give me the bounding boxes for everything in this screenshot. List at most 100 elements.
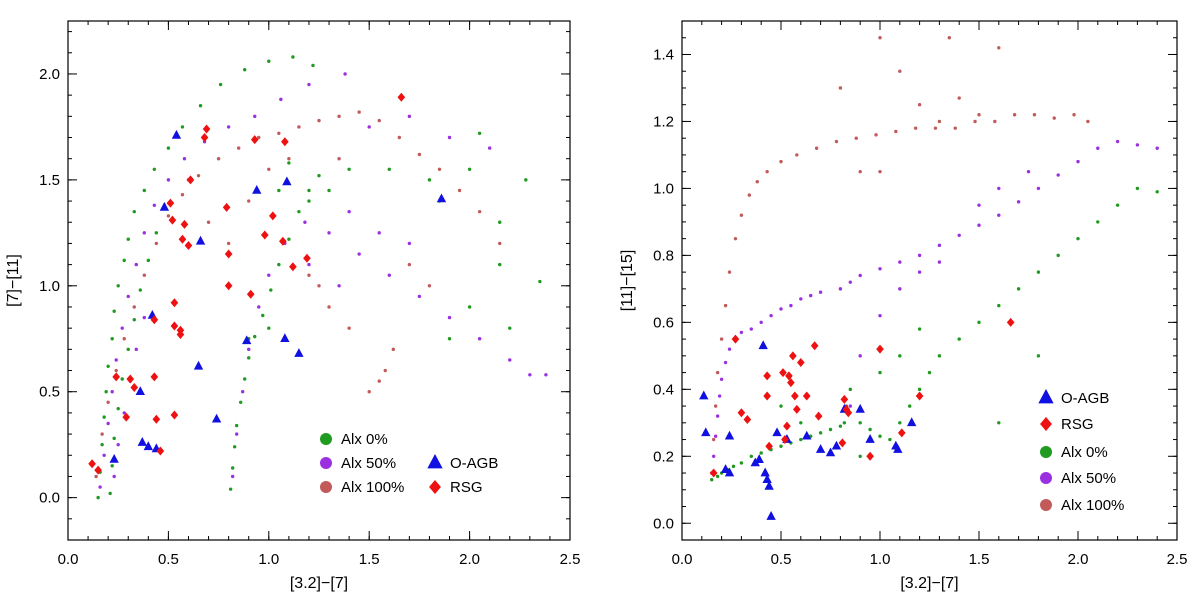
right-point-alx-100 <box>1012 113 1017 117</box>
right-point-alx-50 <box>1135 143 1140 147</box>
right-point-alx-100 <box>878 169 882 174</box>
right-point-o-agb <box>831 440 842 450</box>
right-point-alx-0 <box>799 421 803 425</box>
right-point-alx-50 <box>1026 169 1031 174</box>
right-point-alx-0 <box>1036 354 1041 358</box>
left-point-alx-0 <box>142 188 147 193</box>
left-point-alx-100 <box>132 305 136 309</box>
left-point-rsg <box>397 92 406 102</box>
left-point-alx-100 <box>307 273 311 277</box>
left-legend-label-rsg: RSG <box>450 479 483 496</box>
left-x-axis-label: [3.2]−[7] <box>290 575 348 592</box>
right-point-rsg <box>876 344 884 354</box>
left-point-alx-50 <box>253 114 257 119</box>
right-point-alx-0 <box>878 370 882 375</box>
left-point-alx-0 <box>116 406 120 411</box>
right-point-alx-50 <box>715 414 720 418</box>
right-point-rsg <box>810 341 819 351</box>
left-point-rsg <box>170 321 179 331</box>
left-point-alx-0 <box>267 326 271 330</box>
left-point-rsg <box>170 410 179 420</box>
right-point-alx-0 <box>1155 190 1159 194</box>
right-series-rsg <box>709 317 1015 478</box>
left-point-rsg <box>250 135 259 145</box>
right-y-axis-label: [11]−[15] <box>619 250 636 312</box>
right-point-rsg <box>737 408 746 418</box>
right-point-o-agb <box>772 427 782 437</box>
right-point-rsg <box>840 394 849 404</box>
left-y-tick-label: 0.0 <box>39 490 60 507</box>
left-point-alx-0 <box>311 63 315 68</box>
left-point-alx-100 <box>114 368 118 373</box>
right-point-alx-0 <box>1056 253 1060 258</box>
left-x-tick-label: 2.0 <box>459 551 480 568</box>
right-point-alx-100 <box>795 153 799 157</box>
left-point-alx-50 <box>447 315 452 320</box>
left-point-alx-50 <box>152 203 157 207</box>
left-point-alx-0 <box>126 347 130 352</box>
right-point-alx-0 <box>917 387 922 392</box>
right-point-alx-50 <box>878 313 882 318</box>
left-point-alx-100 <box>477 209 482 214</box>
left-point-alx-0 <box>198 104 203 108</box>
right-point-alx-0 <box>759 451 763 455</box>
right-x-tick-label: 0.0 <box>672 551 693 568</box>
left-point-alx-100 <box>247 199 251 203</box>
right-x-tick-label: 1.0 <box>870 551 891 568</box>
right-point-alx-50 <box>779 307 783 311</box>
left-legend-label-alx-0: Alx 0% <box>341 431 388 448</box>
right-point-alx-100 <box>747 193 752 197</box>
left-y-tick-label: 1.5 <box>39 172 60 189</box>
left-point-alx-100 <box>122 337 126 341</box>
left-point-alx-50 <box>230 474 235 479</box>
right-point-alx-0 <box>842 421 847 425</box>
left-point-alx-100 <box>236 146 241 150</box>
left-point-rsg <box>279 236 287 246</box>
left-point-alx-50 <box>116 442 120 447</box>
left-point-alx-100 <box>427 284 432 288</box>
right-y-tick-label: 0.6 <box>653 314 674 331</box>
right-point-rsg <box>789 351 797 361</box>
right-point-alx-50 <box>769 313 773 318</box>
left-point-alx-0 <box>387 167 391 171</box>
right-series-alx-0 <box>710 186 1159 482</box>
right-point-alx-50 <box>749 327 753 331</box>
left-point-alx-0 <box>102 415 106 419</box>
right-point-o-agb <box>699 390 709 400</box>
left-point-alx-100 <box>327 305 331 309</box>
right-point-alx-50 <box>1036 186 1041 191</box>
right-point-alx-100 <box>858 169 862 174</box>
left-point-alx-50 <box>508 358 512 362</box>
right-point-alx-100 <box>733 236 738 241</box>
left-point-alx-0 <box>297 209 301 214</box>
left-point-alx-0 <box>287 161 291 165</box>
left-point-alx-0 <box>180 125 185 129</box>
right-point-o-agb <box>762 474 772 484</box>
left-point-alx-100 <box>337 156 341 161</box>
left-legend-label-o-agb: O-AGB <box>450 455 498 472</box>
right-y-tick-label: 0.4 <box>653 381 674 398</box>
left-point-alx-100 <box>267 167 271 171</box>
left-point-alx-0 <box>132 317 136 322</box>
left-point-o-agb <box>193 360 204 370</box>
right-point-alx-0 <box>898 421 902 425</box>
left-point-alx-50 <box>134 347 138 352</box>
right-point-alx-50 <box>898 287 902 291</box>
right-x-tick-label: 2.5 <box>1167 551 1188 568</box>
left-point-alx-50 <box>247 347 251 352</box>
right-point-alx-0 <box>997 421 1001 425</box>
right-point-alx-0 <box>858 454 862 458</box>
right-legend: O-AGB RSG Alx 0% Alx 50% Alx 100% <box>1038 389 1124 514</box>
left-point-alx-0 <box>508 326 512 330</box>
right-point-o-agb <box>893 444 903 453</box>
right-point-rsg <box>743 414 752 424</box>
right-point-alx-100 <box>894 129 898 134</box>
right-point-alx-0 <box>848 387 852 392</box>
left-point-alx-0 <box>110 337 114 341</box>
left-point-alx-0 <box>347 167 351 171</box>
right-point-rsg <box>838 438 847 448</box>
left-plot-frame <box>67 20 571 541</box>
right-point-rsg <box>796 358 805 368</box>
right-series-alx-100 <box>710 36 1090 475</box>
right-point-alx-0 <box>997 303 1001 308</box>
